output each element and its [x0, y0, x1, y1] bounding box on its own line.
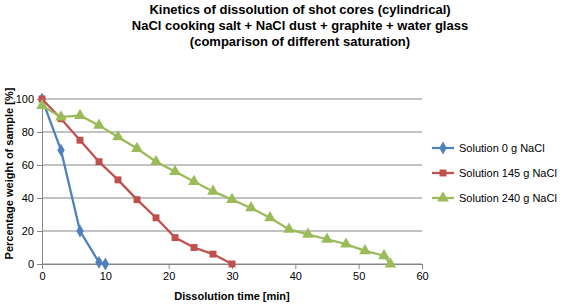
tick-mark [42, 264, 43, 269]
series-marker [74, 109, 86, 119]
series-marker [229, 261, 236, 268]
grid [42, 99, 422, 264]
series-marker [77, 137, 84, 144]
x-axis-title: Dissolution time [min] [174, 290, 290, 302]
chart-title: Kinetics of dissolution of shot cores (c… [149, 2, 450, 17]
series-marker [96, 158, 103, 165]
series-marker [134, 196, 141, 203]
series-marker [150, 155, 162, 165]
tick-mark [295, 264, 296, 269]
series-marker [340, 237, 352, 247]
tick: 0 [39, 264, 45, 282]
legend-marker [437, 191, 449, 201]
tick-label: 20 [163, 270, 175, 282]
tick-label: 50 [353, 270, 365, 282]
tick-label: 40 [22, 192, 34, 204]
series-marker [359, 244, 371, 254]
series-marker [112, 130, 124, 140]
tick-mark [422, 264, 423, 269]
tick: 0 [28, 258, 42, 270]
series-marker [55, 110, 67, 120]
series-marker [283, 223, 295, 233]
series-marker [36, 99, 48, 109]
grid-line [42, 231, 422, 232]
series-marker [207, 185, 219, 195]
series-marker [57, 144, 64, 157]
tick-mark [169, 264, 170, 269]
legend-label: Solution 145 g NaCl [459, 167, 557, 179]
legend-item: Solution 240 g NaCl [432, 191, 557, 204]
legend-item: Solution 145 g NaCl [432, 167, 557, 179]
grid-line [42, 132, 422, 133]
tick: 40 [22, 192, 42, 204]
tick: 20 [22, 225, 42, 237]
legend-label: Solution 240 g NaCl [459, 192, 557, 204]
plot-area [36, 93, 396, 270]
series-marker [172, 234, 179, 241]
series-marker [95, 256, 102, 269]
tick-label: 40 [290, 270, 302, 282]
y-axis: 0 20 40 60 80 100 [16, 93, 43, 270]
tick-mark [37, 231, 42, 232]
tick-label: 60 [22, 159, 34, 171]
chart-title: (comparison of different saturation) [190, 34, 410, 49]
series-line [42, 106, 390, 264]
tick: 20 [163, 264, 175, 282]
series-marker [191, 244, 198, 251]
tick-mark [37, 165, 42, 166]
series-marker [302, 228, 314, 238]
grid-line [42, 99, 422, 100]
series-marker [169, 165, 181, 175]
series-marker [131, 142, 143, 152]
tick: 40 [290, 264, 302, 282]
series-marker [115, 176, 122, 183]
tick: 60 [22, 159, 42, 171]
series-marker [210, 251, 217, 258]
legend-label: Solution 0 g NaCl [459, 142, 545, 154]
series-marker [321, 232, 333, 242]
tick-label: 20 [22, 225, 34, 237]
series-marker [384, 257, 396, 267]
chart-title: NaCl cooking salt + NaCl dust + graphite… [132, 18, 468, 33]
series-line [42, 99, 232, 264]
tick: 80 [22, 126, 42, 138]
series-marker [153, 214, 160, 221]
legend-marker [439, 142, 446, 155]
legend-marker [440, 170, 447, 177]
y-axis-title: Percentage weight of sample [%] [3, 87, 15, 259]
tick-mark [359, 264, 360, 269]
tick-label: 30 [226, 270, 238, 282]
tick-label: 0 [39, 270, 45, 282]
tick-label: 80 [22, 126, 34, 138]
tick: 100 [16, 93, 42, 105]
series-marker [378, 249, 390, 259]
series-marker [226, 193, 238, 203]
legend: Solution 0 g NaCl Solution 145 g NaCl Solu… [432, 142, 557, 204]
tick-label: 60 [416, 270, 428, 282]
series-marker [264, 211, 276, 221]
tick-mark [37, 264, 42, 265]
series-marker [188, 175, 200, 185]
series-marker [76, 225, 83, 238]
axis-line [42, 100, 43, 265]
chart: Kinetics of dissolution of shot cores (c… [0, 0, 572, 304]
series-marker [93, 119, 105, 129]
series-marker [245, 201, 257, 211]
tick: 50 [353, 264, 365, 282]
tick-label: 10 [100, 270, 112, 282]
tick-label: 100 [16, 93, 34, 105]
tick-mark [37, 132, 42, 133]
series-marker [102, 258, 109, 270]
tick-label: 0 [28, 258, 34, 270]
tick: 60 [416, 264, 428, 282]
legend-item: Solution 0 g NaCl [432, 142, 545, 155]
tick-mark [37, 198, 42, 199]
